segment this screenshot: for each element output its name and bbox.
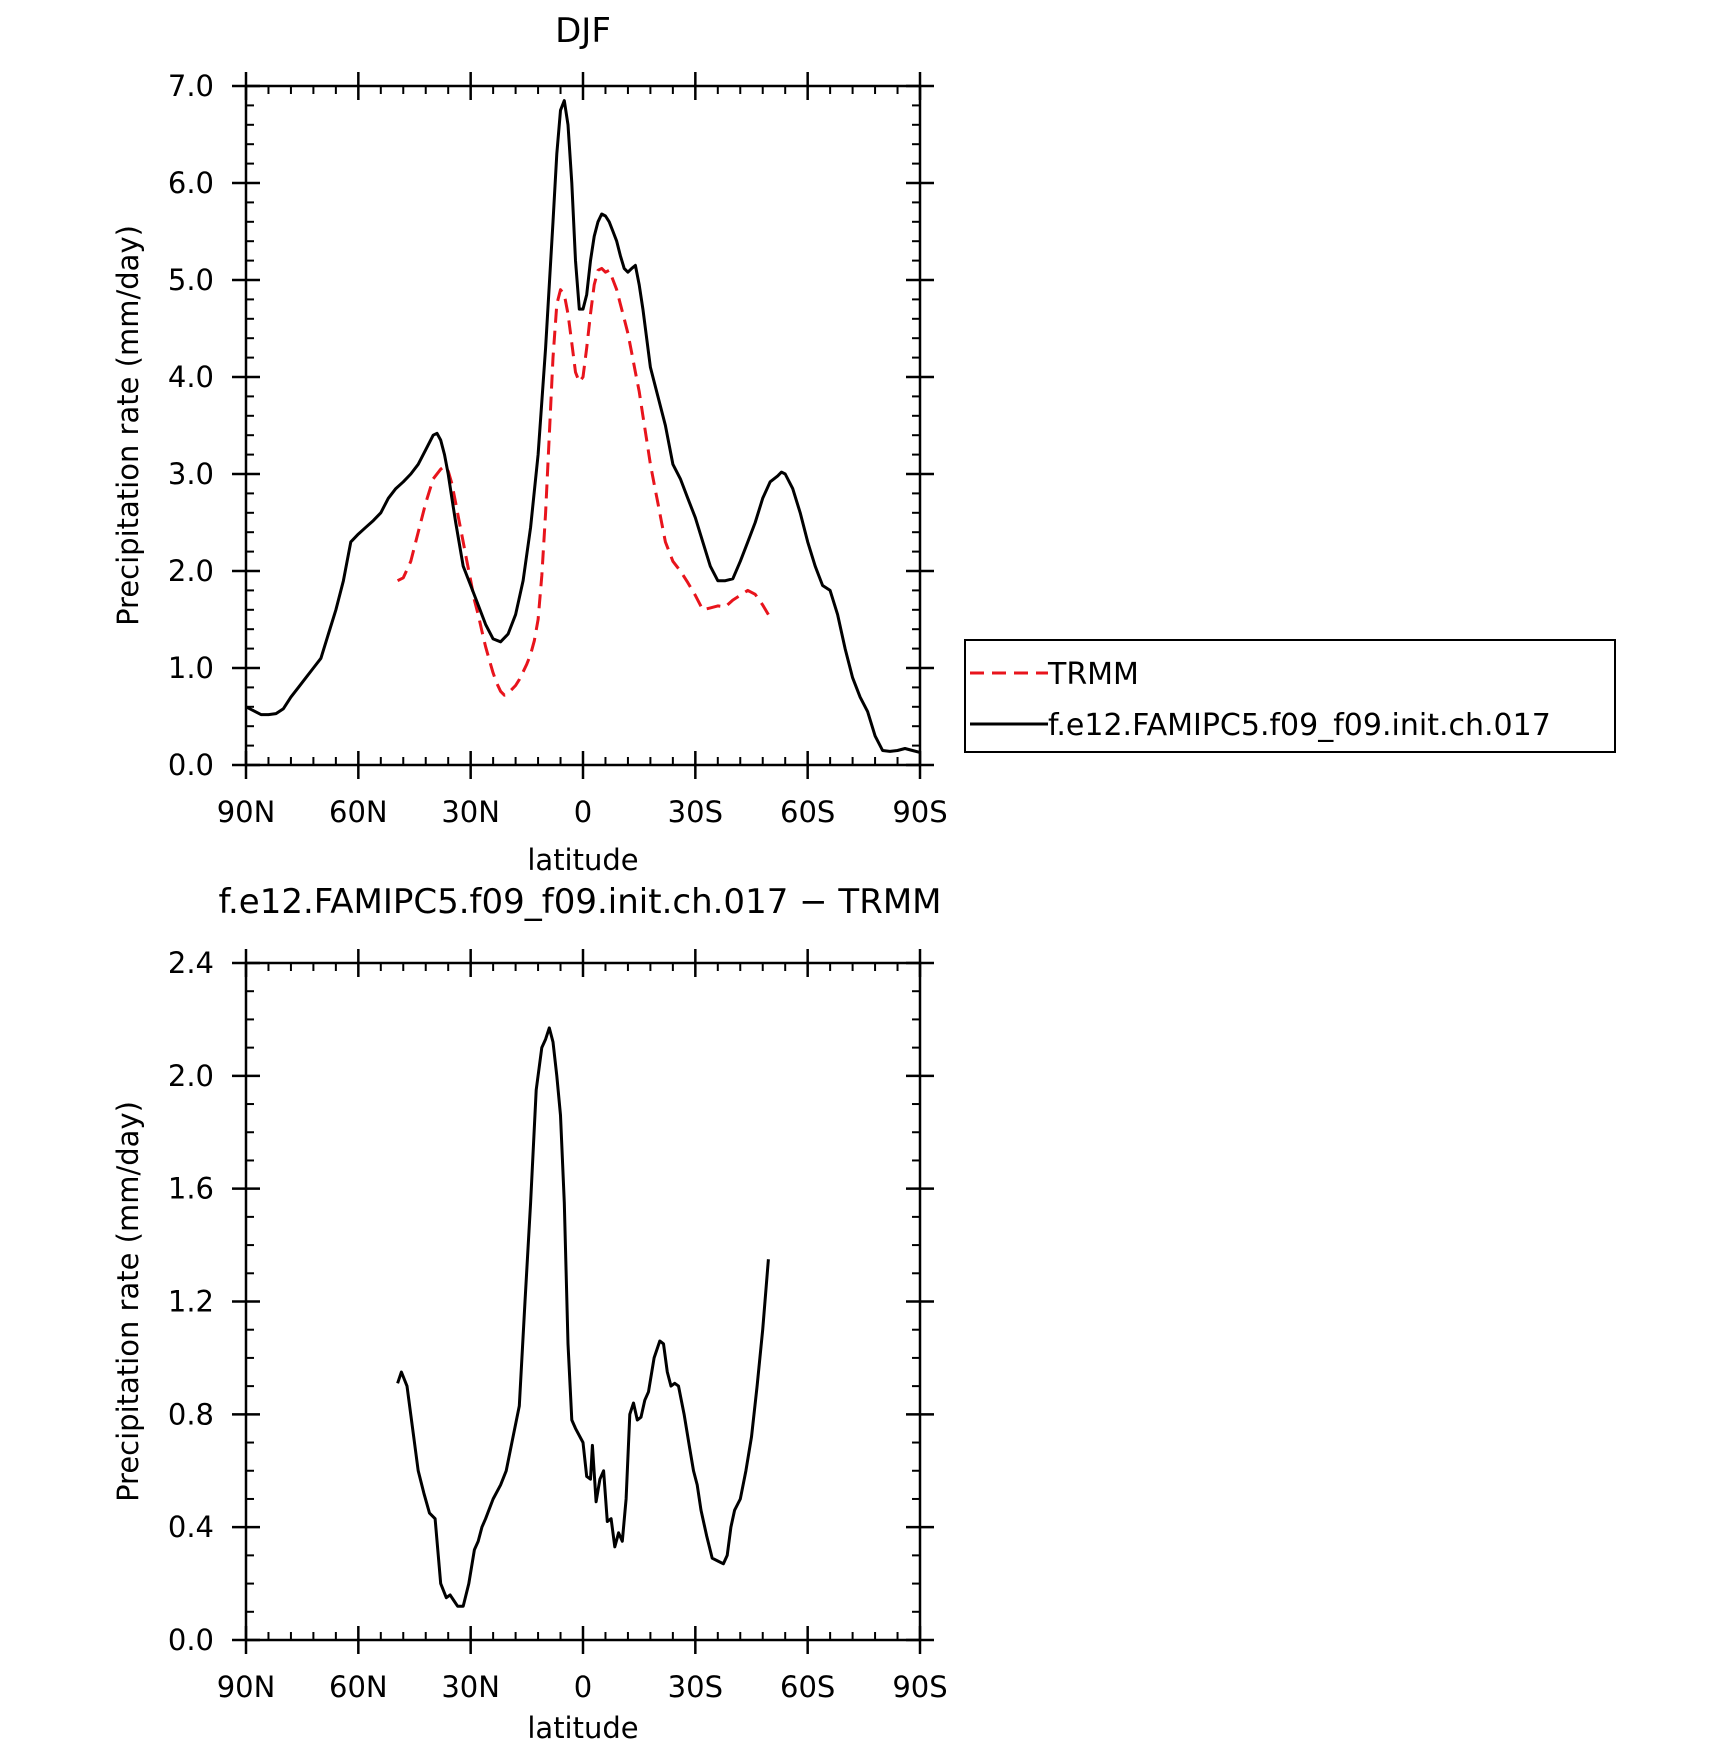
chart-title: f.e12.FAMIPC5.f09_f09.init.ch.017 − TRMM: [219, 882, 942, 922]
y-tick-label: 1.6: [168, 1172, 214, 1206]
x-tick-label: 60S: [780, 795, 835, 829]
x-tick-label: 30N: [441, 795, 500, 829]
series-line-difference: [396, 1026, 770, 1608]
y-tick-label: 2.4: [168, 946, 214, 980]
x-tick-label: 30N: [441, 1670, 500, 1704]
y-tick-label: 0.4: [168, 1510, 214, 1544]
y-tick-label: 0.8: [168, 1397, 214, 1431]
x-axis-label: latitude: [527, 1711, 638, 1745]
y-tick-label: 0.0: [168, 748, 214, 782]
series-line-trmm: [396, 266, 770, 697]
x-tick-label: 90S: [892, 1670, 947, 1704]
legend-label-0: TRMM: [1047, 657, 1139, 692]
x-tick-label: 90N: [217, 795, 276, 829]
y-axis-label: Precipitation rate (mm/day): [111, 1101, 145, 1502]
plot-frame: [244, 84, 922, 767]
bottom-panel-difference: f.e12.FAMIPC5.f09_f09.init.ch.017 − TRMM…: [111, 882, 948, 1745]
y-tick-label: 1.2: [168, 1285, 214, 1319]
x-tick-label: 0: [574, 795, 592, 829]
x-axis-label: latitude: [527, 843, 638, 877]
x-tick-label: 90S: [892, 795, 947, 829]
y-tick-label: 2.0: [168, 1059, 214, 1093]
chart-title: DJF: [555, 11, 611, 51]
x-tick-label: 0: [574, 1670, 592, 1704]
legend-box: [964, 639, 1616, 753]
y-tick-label: 6.0: [168, 166, 214, 200]
x-tick-label: 60S: [780, 1670, 835, 1704]
plot-frame: [244, 961, 922, 1642]
y-tick-label: 1.0: [168, 651, 214, 685]
y-tick-label: 4.0: [168, 360, 214, 394]
x-tick-label: 30S: [668, 795, 723, 829]
y-tick-label: 0.0: [168, 1623, 214, 1657]
x-tick-label: 60N: [329, 795, 388, 829]
x-tick-label: 30S: [668, 1670, 723, 1704]
y-tick-label: 5.0: [168, 263, 214, 297]
top-panel-djf: DJF 90N 60N 30N 0 30S 60S 90S 0.0 1.0 2.0 3.0 4.0 5.0…: [111, 11, 948, 877]
y-tick-label: 3.0: [168, 457, 214, 491]
y-tick-label: 2.0: [168, 554, 214, 588]
y-tick-label: 7.0: [168, 69, 214, 103]
x-tick-label: 60N: [329, 1670, 388, 1704]
y-axis-label: Precipitation rate (mm/day): [111, 225, 145, 626]
legend-label-1: f.e12.FAMIPC5.f09_f09.init.ch.017: [1048, 708, 1551, 743]
x-tick-label: 90N: [217, 1670, 276, 1704]
series-line-f-e12-famipc5-f09-f09-init-ch-017: [245, 99, 921, 754]
legend: TRMM f.e12.FAMIPC5.f09_f09.init.ch.017: [964, 639, 1616, 753]
